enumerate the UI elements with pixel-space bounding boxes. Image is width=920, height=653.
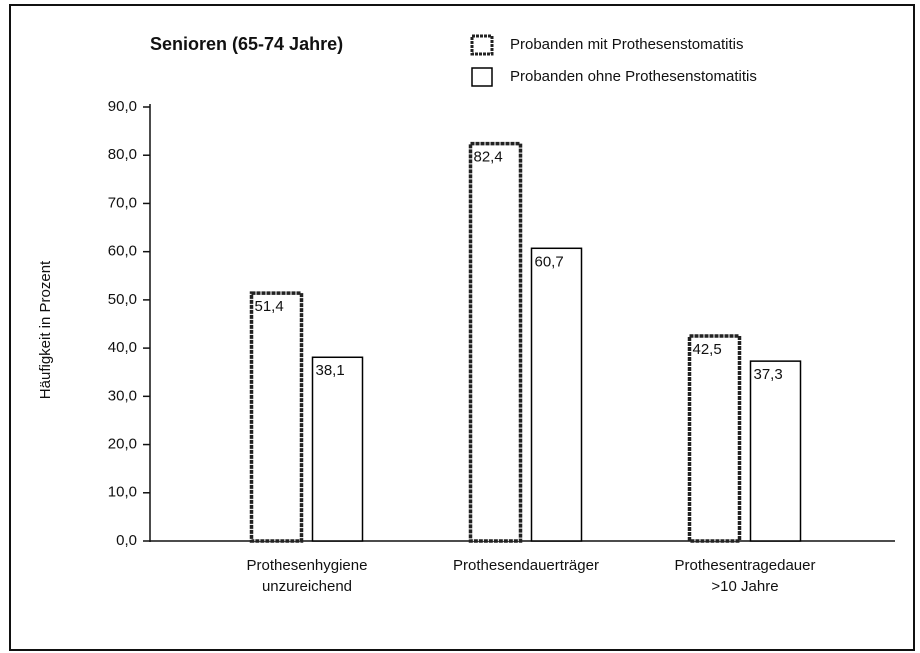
y-tick-label: 80,0: [108, 146, 137, 163]
y-tick-label: 60,0: [108, 243, 137, 260]
legend-label: Probanden mit Prothesenstomatitis: [510, 36, 743, 53]
x-tick-label: Prothesenhygiene unzureichend: [247, 557, 368, 595]
y-tick-label: 40,0: [108, 339, 137, 356]
value-label: 42,5: [693, 341, 722, 358]
value-label: 38,1: [316, 362, 345, 379]
y-axis-label: Häufigkeit in Prozent: [37, 260, 54, 399]
y-tick-label: 90,0: [108, 98, 137, 115]
bar: [687, 334, 742, 543]
x-tick-label: Prothesentragedauer >10 Jahre: [675, 557, 816, 595]
bar: [749, 360, 802, 542]
chart-title: Senioren (65-74 Jahre): [150, 34, 343, 54]
y-tick-label: 20,0: [108, 436, 137, 453]
legend-swatch: [471, 67, 493, 87]
legend-label: Probanden ohne Prothesenstomatitis: [510, 68, 757, 85]
value-label: 60,7: [535, 253, 564, 270]
value-label: 37,3: [754, 366, 783, 383]
y-tick-label: 30,0: [108, 387, 137, 404]
bar: [249, 291, 304, 543]
y-tick-label: 10,0: [108, 484, 137, 501]
legend-swatch: [470, 34, 494, 56]
y-tick-label: 70,0: [108, 194, 137, 211]
y-tick-label: 0,0: [116, 532, 137, 549]
value-label: 51,4: [255, 298, 284, 315]
x-tick-label: Prothesendauerträger: [453, 557, 599, 574]
value-label: 82,4: [474, 149, 503, 166]
frame: [9, 4, 915, 651]
bar: [311, 356, 364, 542]
bar: [530, 247, 583, 542]
bar: [468, 141, 523, 543]
y-tick-label: 50,0: [108, 291, 137, 308]
